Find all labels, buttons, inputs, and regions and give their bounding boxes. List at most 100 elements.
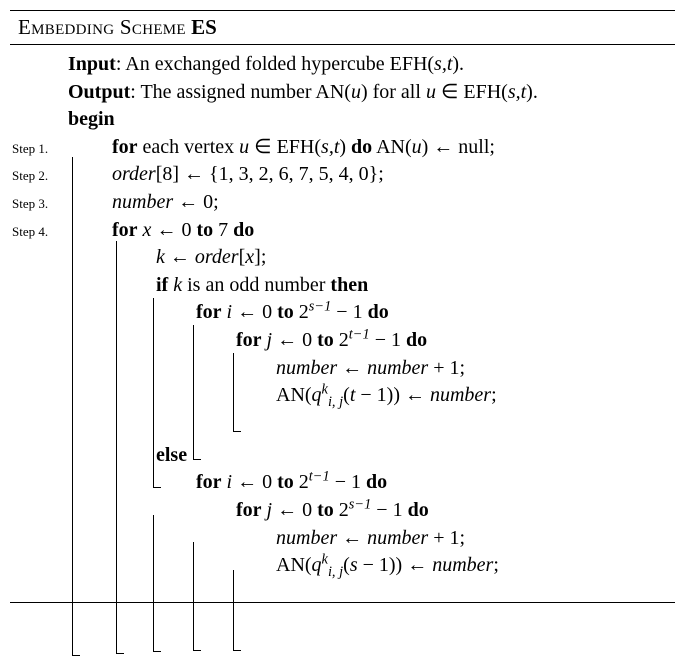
vrule-for_i1 xyxy=(193,325,194,459)
vrule-cap-for_i2 xyxy=(193,650,201,651)
l12-sup: t−1 xyxy=(309,469,330,485)
vrule-cap-if xyxy=(153,487,161,488)
step3-label: Step 3. xyxy=(10,189,68,213)
gutter-blank3 xyxy=(10,119,68,125)
vrule-else xyxy=(153,515,154,651)
s4-7: 7 xyxy=(213,219,233,241)
l8-sup: t−1 xyxy=(349,326,370,342)
l5-content: k ← order[x]; xyxy=(68,244,675,272)
s1-paren: ) xyxy=(339,136,351,158)
step4-line: Step 4. for x ← 0 to 7 do xyxy=(10,217,675,245)
for-kw6: for xyxy=(236,499,262,521)
l7-content: for i ← 0 to 2s−1 − 1 do xyxy=(68,299,675,327)
to-kw3: to xyxy=(317,329,334,351)
l10-content: AN(qki, j(t − 1)) ← number; xyxy=(68,382,675,410)
l7-line: for i ← 0 to 2s−1 − 1 do xyxy=(10,299,675,327)
l5-ar: ← xyxy=(165,246,195,268)
l10-lp: ( xyxy=(343,384,350,406)
do-kw1: do xyxy=(351,136,372,158)
gutter-blank xyxy=(10,64,68,70)
to-kw5: to xyxy=(317,499,334,521)
vrule-cap-for_j1 xyxy=(233,431,241,432)
vrule-cap-step4 xyxy=(116,653,124,654)
step2-label: Step 2. xyxy=(10,161,68,185)
vrule-if xyxy=(153,298,154,487)
step3-content: number ← 0; xyxy=(68,189,675,217)
l15-s: s xyxy=(350,554,358,576)
s3-number: number xyxy=(112,191,173,213)
output-var: u xyxy=(351,81,361,103)
if-kw: if xyxy=(156,274,168,296)
for-kw3: for xyxy=(196,301,222,323)
l10-line: AN(qki, j(t − 1)) ← number; xyxy=(10,382,675,410)
algorithm-title: Embedding Scheme ES xyxy=(10,10,675,45)
input-label: Input xyxy=(68,53,116,75)
do-kw2: do xyxy=(233,219,254,241)
step4-label: Step 4. xyxy=(10,217,68,241)
do-kw4: do xyxy=(406,329,427,351)
gutter-blank2 xyxy=(10,92,68,98)
l15-m1: − 1)) ← xyxy=(358,554,433,576)
l9-n1: number xyxy=(276,357,337,379)
vrule-cap-for_j2 xyxy=(233,650,241,651)
l8-line: for j ← 0 to 2t−1 − 1 do xyxy=(10,327,675,355)
l10-sc: ; xyxy=(491,384,497,406)
s1-st: s,t xyxy=(321,136,339,158)
l12-content: for i ← 0 to 2t−1 − 1 do xyxy=(68,469,675,497)
l13-z: ← 0 xyxy=(272,499,317,521)
output-mid: ) for all xyxy=(361,81,426,103)
l8-content: for j ← 0 to 2t−1 − 1 do xyxy=(68,327,675,355)
output-line: Output: The assigned number AN(u) for al… xyxy=(10,79,675,107)
l9-p1: + 1; xyxy=(428,357,465,379)
l13-content: for j ← 0 to 2s−1 − 1 do xyxy=(68,497,675,525)
title-name: ES xyxy=(191,15,217,39)
l6-odd: is an odd number xyxy=(182,274,330,296)
step1-label: Step 1. xyxy=(10,134,68,158)
step4-content: for x ← 0 to 7 do xyxy=(68,217,675,245)
output-label: Output xyxy=(68,81,130,103)
vrule-cap-else xyxy=(153,651,161,652)
l10-an: AN( xyxy=(276,384,312,406)
s1-null: ) ← null; xyxy=(422,136,495,158)
step1-line: Step 1. for each vertex u ∈ EFH(s,t) do … xyxy=(10,134,675,162)
output-in: ∈ EFH( xyxy=(436,81,508,103)
s1-in: ∈ EFH( xyxy=(249,136,321,158)
s2-vals: [8] ← {1, 3, 2, 6, 7, 5, 4, 0}; xyxy=(156,163,384,185)
s1-u2: u xyxy=(412,136,422,158)
l7-2: 2 xyxy=(294,301,309,323)
l15-lp: ( xyxy=(343,554,350,576)
s3-zero: ← 0; xyxy=(173,191,219,213)
for-kw4: for xyxy=(236,329,262,351)
for-kw2: for xyxy=(112,219,138,241)
l8-z: ← 0 xyxy=(272,329,317,351)
l5-rb: ]; xyxy=(254,246,266,268)
l7-sup: s−1 xyxy=(309,299,332,315)
l15-q: q xyxy=(312,554,322,576)
l15-num: number xyxy=(432,554,493,576)
l14-line: number ← number + 1; xyxy=(10,525,675,553)
l13-m1: − 1 xyxy=(371,499,407,521)
output-vars: s,t xyxy=(508,81,526,103)
output-var2: u xyxy=(426,81,436,103)
l13-2: 2 xyxy=(334,499,349,521)
l12-line: for i ← 0 to 2t−1 − 1 do xyxy=(10,469,675,497)
algorithm-body: Input: An exchanged folded hypercube EFH… xyxy=(10,45,675,603)
step2-line: Step 2. order[8] ← {1, 3, 2, 6, 7, 5, 4,… xyxy=(10,161,675,189)
l6-k: k xyxy=(173,274,182,296)
l15-sc: ; xyxy=(493,554,499,576)
l5-line: k ← order[x]; xyxy=(10,244,675,272)
l15-line: AN(qki, j(s − 1)) ← number; xyxy=(10,552,675,580)
l9-line: number ← number + 1; xyxy=(10,355,675,383)
then-kw: then xyxy=(330,274,368,296)
l13-sup: s−1 xyxy=(349,496,372,512)
s2-order: order xyxy=(112,163,156,185)
l5-x: x xyxy=(245,246,254,268)
to-kw1: to xyxy=(196,219,213,241)
l7-z: ← 0 xyxy=(232,301,277,323)
l10-num: number xyxy=(430,384,491,406)
for-kw1: for xyxy=(112,136,138,158)
l10-q: q xyxy=(312,384,322,406)
each-kw: each vertex xyxy=(143,136,240,158)
l15-content: AN(qki, j(s − 1)) ← number; xyxy=(68,552,675,580)
vrule-for_j1 xyxy=(233,353,234,431)
